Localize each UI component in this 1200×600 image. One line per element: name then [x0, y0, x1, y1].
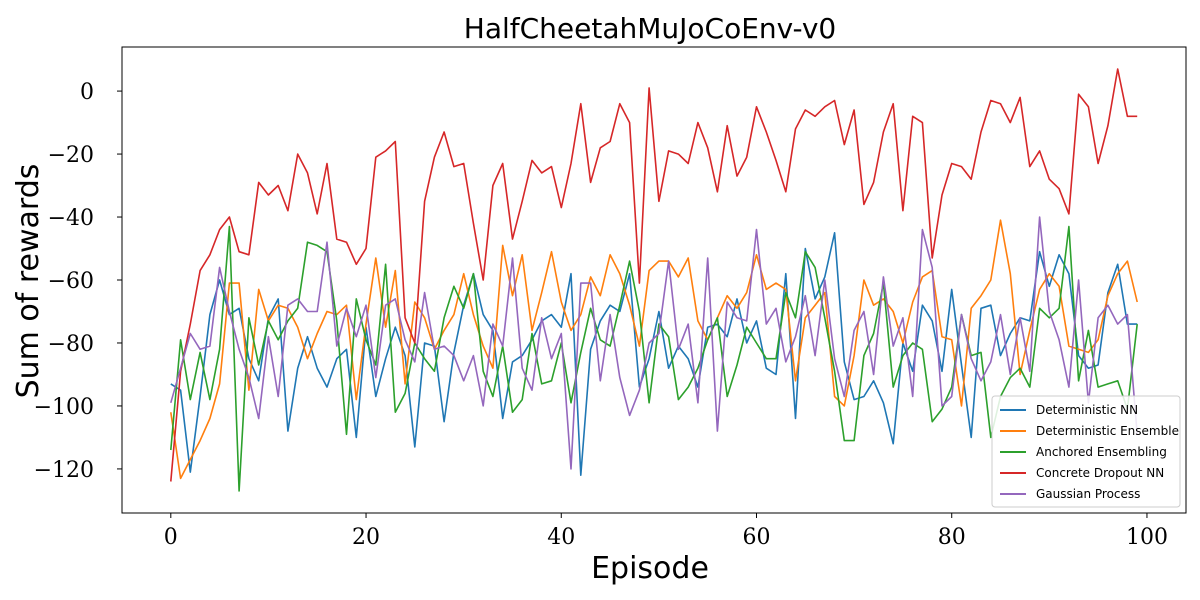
y-tick-label: −120 [34, 458, 94, 483]
y-tick-label: −40 [48, 206, 94, 231]
plot-frame [121, 46, 1187, 514]
x-tick-label: 60 [742, 525, 770, 550]
y-tick-label: −20 [48, 143, 94, 168]
x-tick-label: 20 [352, 525, 380, 550]
y-axis-label: Sum of rewards [11, 164, 46, 399]
legend-box [991, 395, 1181, 508]
x-tick-label: 0 [164, 525, 178, 550]
x-tick-label: 80 [938, 525, 966, 550]
series-line-1 [170, 219, 1138, 480]
chart-title: HalfCheetahMuJoCoEnv-v0 [464, 12, 836, 45]
legend-label: Concrete Dropout NN [1036, 466, 1164, 480]
series-line-4 [170, 216, 1138, 470]
y-tick-label: 0 [80, 80, 94, 105]
x-axis-label: Episode [591, 551, 709, 586]
y-tick-label: −100 [34, 395, 94, 420]
y-tick-label: −80 [48, 332, 94, 357]
legend-label: Gaussian Process [1036, 487, 1140, 501]
x-tick-label: 40 [547, 525, 575, 550]
legend-label: Anchored Ensembling [1036, 445, 1167, 459]
series-line-0 [170, 232, 1138, 477]
legend-label: Deterministic NN [1036, 403, 1138, 417]
legend: Deterministic NN Deterministic Ensemble An… [991, 395, 1181, 508]
legend-label: Deterministic Ensemble [1036, 424, 1179, 438]
y-tick-label: −60 [48, 269, 94, 294]
x-tick-label: 100 [1126, 525, 1168, 550]
series-lines [170, 68, 1138, 492]
series-line-3 [170, 68, 1138, 482]
axis-ticks: 0 20 40 60 80 100 0 −20 −40 −60 −80 −100 −120 [34, 80, 1168, 550]
